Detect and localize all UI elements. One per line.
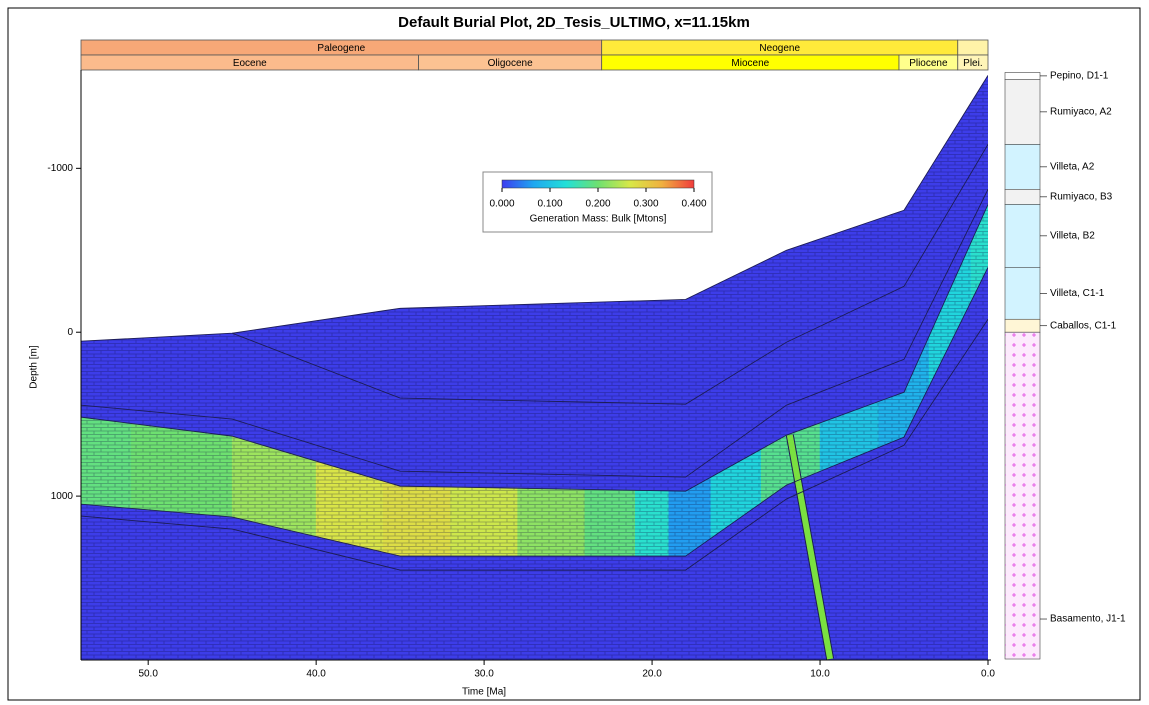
x-tick-label: 10.0 <box>810 669 830 680</box>
column-layer <box>1004 189 1041 205</box>
fault <box>786 434 834 660</box>
horizon-line <box>232 144 988 405</box>
column-label: Rumiyaco, A2 <box>1050 107 1112 118</box>
x-tick-label: 30.0 <box>474 669 494 680</box>
column-label: Basamento, J1-1 <box>1050 614 1126 625</box>
column-label: Villeta, A2 <box>1050 161 1095 172</box>
column-layer <box>1004 204 1041 268</box>
x-axis-label: Time [Ma] <box>462 687 506 698</box>
plot-area <box>81 75 988 660</box>
chart-title: Default Burial Plot, 2D_Tesis_ULTIMO, x=… <box>398 14 750 31</box>
column-label: Villeta, B2 <box>1050 230 1095 241</box>
colorbar-tick-label: 0.400 <box>681 199 706 210</box>
periods-cell <box>957 39 989 56</box>
periods-label: Paleogene <box>317 43 365 54</box>
column-texture <box>1005 332 1040 660</box>
epochs-label: Pliocene <box>909 58 948 69</box>
colorbar-tick-label: 0.200 <box>585 199 610 210</box>
column-label: Rumiyaco, B3 <box>1050 191 1113 202</box>
x-tick-label: 0.0 <box>981 669 995 680</box>
epochs-label: Eocene <box>233 58 267 69</box>
y-tick-label: 1000 <box>51 491 74 502</box>
x-tick-label: 40.0 <box>306 669 326 680</box>
column-label: Villeta, C1-1 <box>1050 288 1105 299</box>
column-layer <box>1004 318 1041 333</box>
colorbar <box>501 179 695 189</box>
column-layer <box>1004 79 1041 145</box>
epochs-label: Oligocene <box>488 58 533 69</box>
epochs-cell <box>957 54 989 71</box>
texture <box>81 75 988 660</box>
colorbar-label: Generation Mass: Bulk [Mtons] <box>530 214 667 225</box>
epochs-label: Miocene <box>731 58 769 69</box>
colorbar-tick-label: 0.000 <box>489 199 514 210</box>
y-axis-label: Depth [m] <box>29 345 40 389</box>
column-label: Pepino, D1-1 <box>1050 71 1109 82</box>
horizon-line <box>81 319 988 571</box>
colorbar-tick-label: 0.300 <box>633 199 658 210</box>
column-layer <box>1004 144 1041 190</box>
column-label: Caballos, C1-1 <box>1050 320 1117 331</box>
colorbar-tick-label: 0.100 <box>537 199 562 210</box>
epochs-label: Plei. <box>963 58 982 69</box>
frame <box>7 7 1141 701</box>
y-tick-label: 0 <box>67 327 73 338</box>
horizon-line <box>81 204 988 492</box>
x-tick-label: 50.0 <box>138 669 158 680</box>
column-layer <box>1004 267 1041 320</box>
horizon-line <box>81 189 988 478</box>
horizon-line <box>81 267 988 557</box>
periods-label: Neogene <box>759 43 800 54</box>
y-tick-label: -1000 <box>47 163 73 174</box>
column-layer <box>1004 72 1041 80</box>
x-tick-label: 20.0 <box>642 669 662 680</box>
